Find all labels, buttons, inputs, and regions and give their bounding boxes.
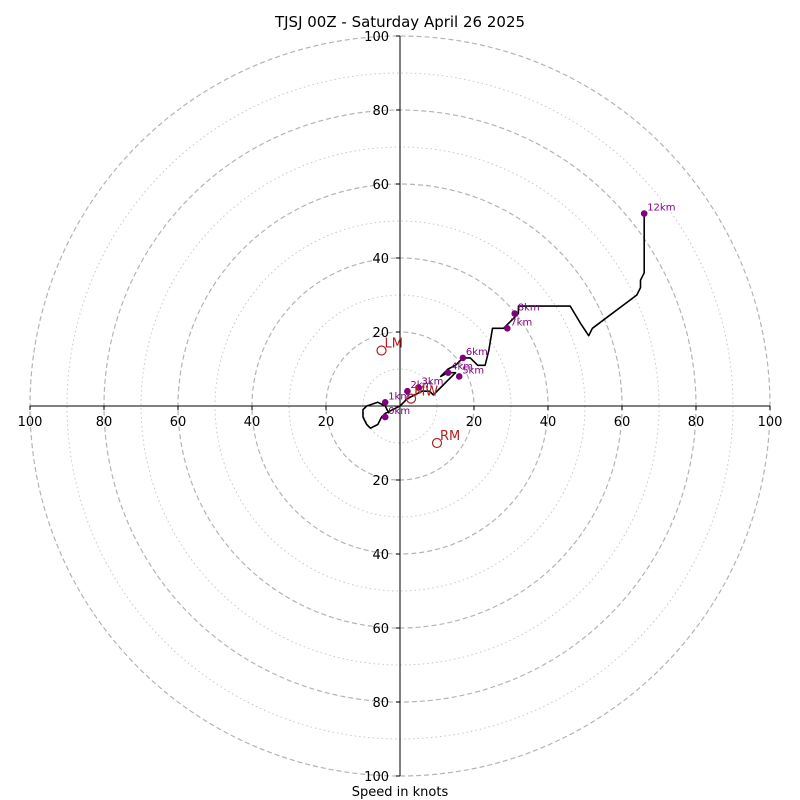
y-tick-label: 60 [372,622,389,637]
storm-motion-label: RM [440,429,460,444]
storm-motion-marker [431,437,443,449]
x-tick-label: 80 [96,415,113,430]
y-tick-label: 60 [372,178,389,193]
height-label: 7km [510,317,532,328]
height-label: 4km [451,362,473,373]
storm-motion-marker [406,393,417,404]
height-label: 0km [388,406,410,417]
x-tick-label: 20 [318,415,335,430]
y-tick-label: 20 [372,474,389,489]
height-label: 2km [410,380,432,391]
height-marker [640,210,648,217]
y-tick-label: 40 [372,252,389,267]
x-axis-label: Speed in knots [352,785,449,800]
height-marker [459,354,467,362]
y-tick-label: 80 [372,104,389,119]
height-label: 5km [462,365,484,376]
storm-motion-label: MW [414,385,438,400]
y-tick-label: 20 [372,326,389,341]
height-marker [504,325,511,332]
storm-motion-markers: LM MW RM [376,337,460,449]
y-tick-label: 80 [372,696,389,711]
height-marker [404,387,411,395]
tick-labels: 100 80 60 40 20 20 40 60 80 100 20 40 60 80 100 20 40 60 8… [18,30,783,785]
storm-motion-label: LM [385,337,403,352]
y-tick-label: 100 [364,30,389,45]
x-tick-label: 40 [244,415,261,430]
height-marker [444,369,452,377]
y-tick-label: 40 [372,548,389,563]
x-tick-label: 20 [466,415,483,430]
height-label: 1km [388,391,410,402]
height-label: 12km [647,203,675,214]
y-tick-label: 100 [364,770,389,785]
height-marker [511,310,518,317]
x-tick-label: 60 [614,415,631,430]
x-tick-label: 100 [18,415,43,430]
storm-motion-marker [376,345,387,356]
height-marker [381,413,389,421]
hodograph-line [362,213,646,430]
x-tick-label: 60 [170,415,187,430]
x-tick-label: 80 [688,415,705,430]
x-tick-label: 100 [758,415,783,430]
height-label: 6km [466,347,488,358]
height-label: 3km [422,377,444,388]
height-marker [415,384,422,391]
chart-title: TJSJ 00Z - Saturday April 26 2025 [274,13,525,31]
height-marker [381,399,389,406]
wind-trace [362,213,646,430]
height-marker [455,373,463,380]
x-tick-label: 40 [540,415,557,430]
height-label: 8km [518,303,540,314]
